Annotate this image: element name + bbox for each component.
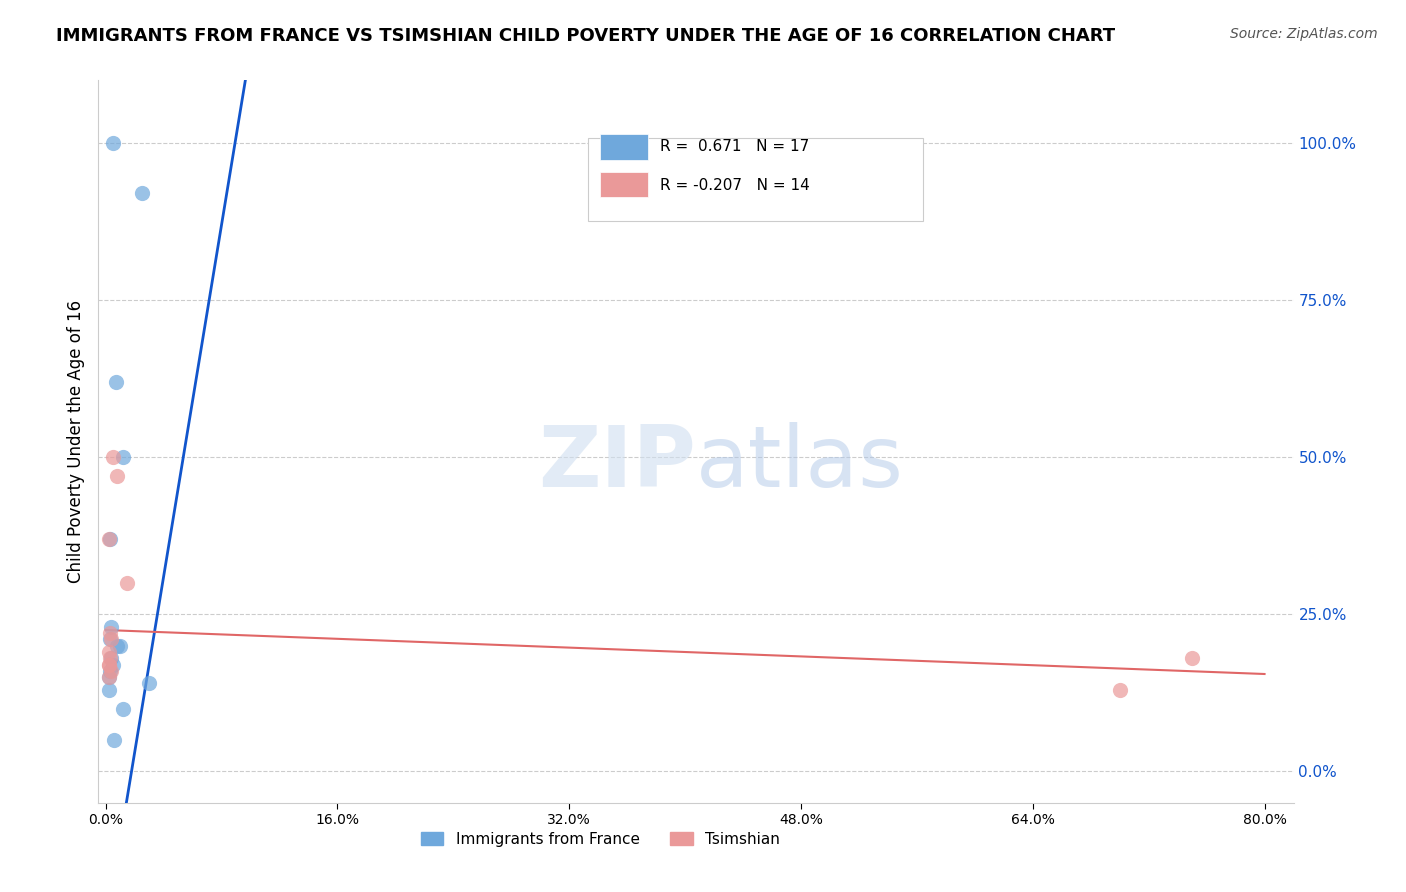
Point [100,620,122,634]
FancyBboxPatch shape [589,138,922,221]
Point [98,664,121,678]
Point [97,657,120,672]
Point [1181,651,1204,665]
Point [98,532,121,546]
Point [105,639,128,653]
Point [97,657,120,672]
Point [98,626,121,640]
Y-axis label: Child Poverty Under the Age of 16: Child Poverty Under the Age of 16 [66,300,84,583]
Point [101,657,124,672]
Point [105,469,128,483]
Text: Source: ZipAtlas.com: Source: ZipAtlas.com [1230,27,1378,41]
Point [98,651,121,665]
Point [1108,682,1130,697]
FancyBboxPatch shape [600,172,648,197]
FancyBboxPatch shape [600,135,648,160]
Point [101,450,124,465]
Point [97,682,120,697]
Point [117,575,139,590]
Text: IMMIGRANTS FROM FRANCE VS TSIMSHIAN CHILD POVERTY UNDER THE AGE OF 16 CORRELATIO: IMMIGRANTS FROM FRANCE VS TSIMSHIAN CHIL… [56,27,1115,45]
Point [97,532,120,546]
Point [100,664,122,678]
Text: R = -0.207   N = 14: R = -0.207 N = 14 [661,178,810,193]
Text: ZIP: ZIP [538,422,696,505]
Point [97,645,120,659]
Point [97,670,120,684]
Point [103,733,125,747]
Point [112,450,135,465]
Point [97,670,120,684]
Point [104,375,127,389]
Point [101,136,124,150]
Point [131,186,153,201]
Point [100,632,122,647]
Point [112,701,135,715]
Point [98,632,121,647]
Point [138,676,160,690]
Point [100,651,122,665]
Legend: Immigrants from France, Tsimshian: Immigrants from France, Tsimshian [415,826,786,853]
Text: atlas: atlas [696,422,904,505]
Text: R =  0.671   N = 17: R = 0.671 N = 17 [661,139,810,154]
Point [108,639,131,653]
